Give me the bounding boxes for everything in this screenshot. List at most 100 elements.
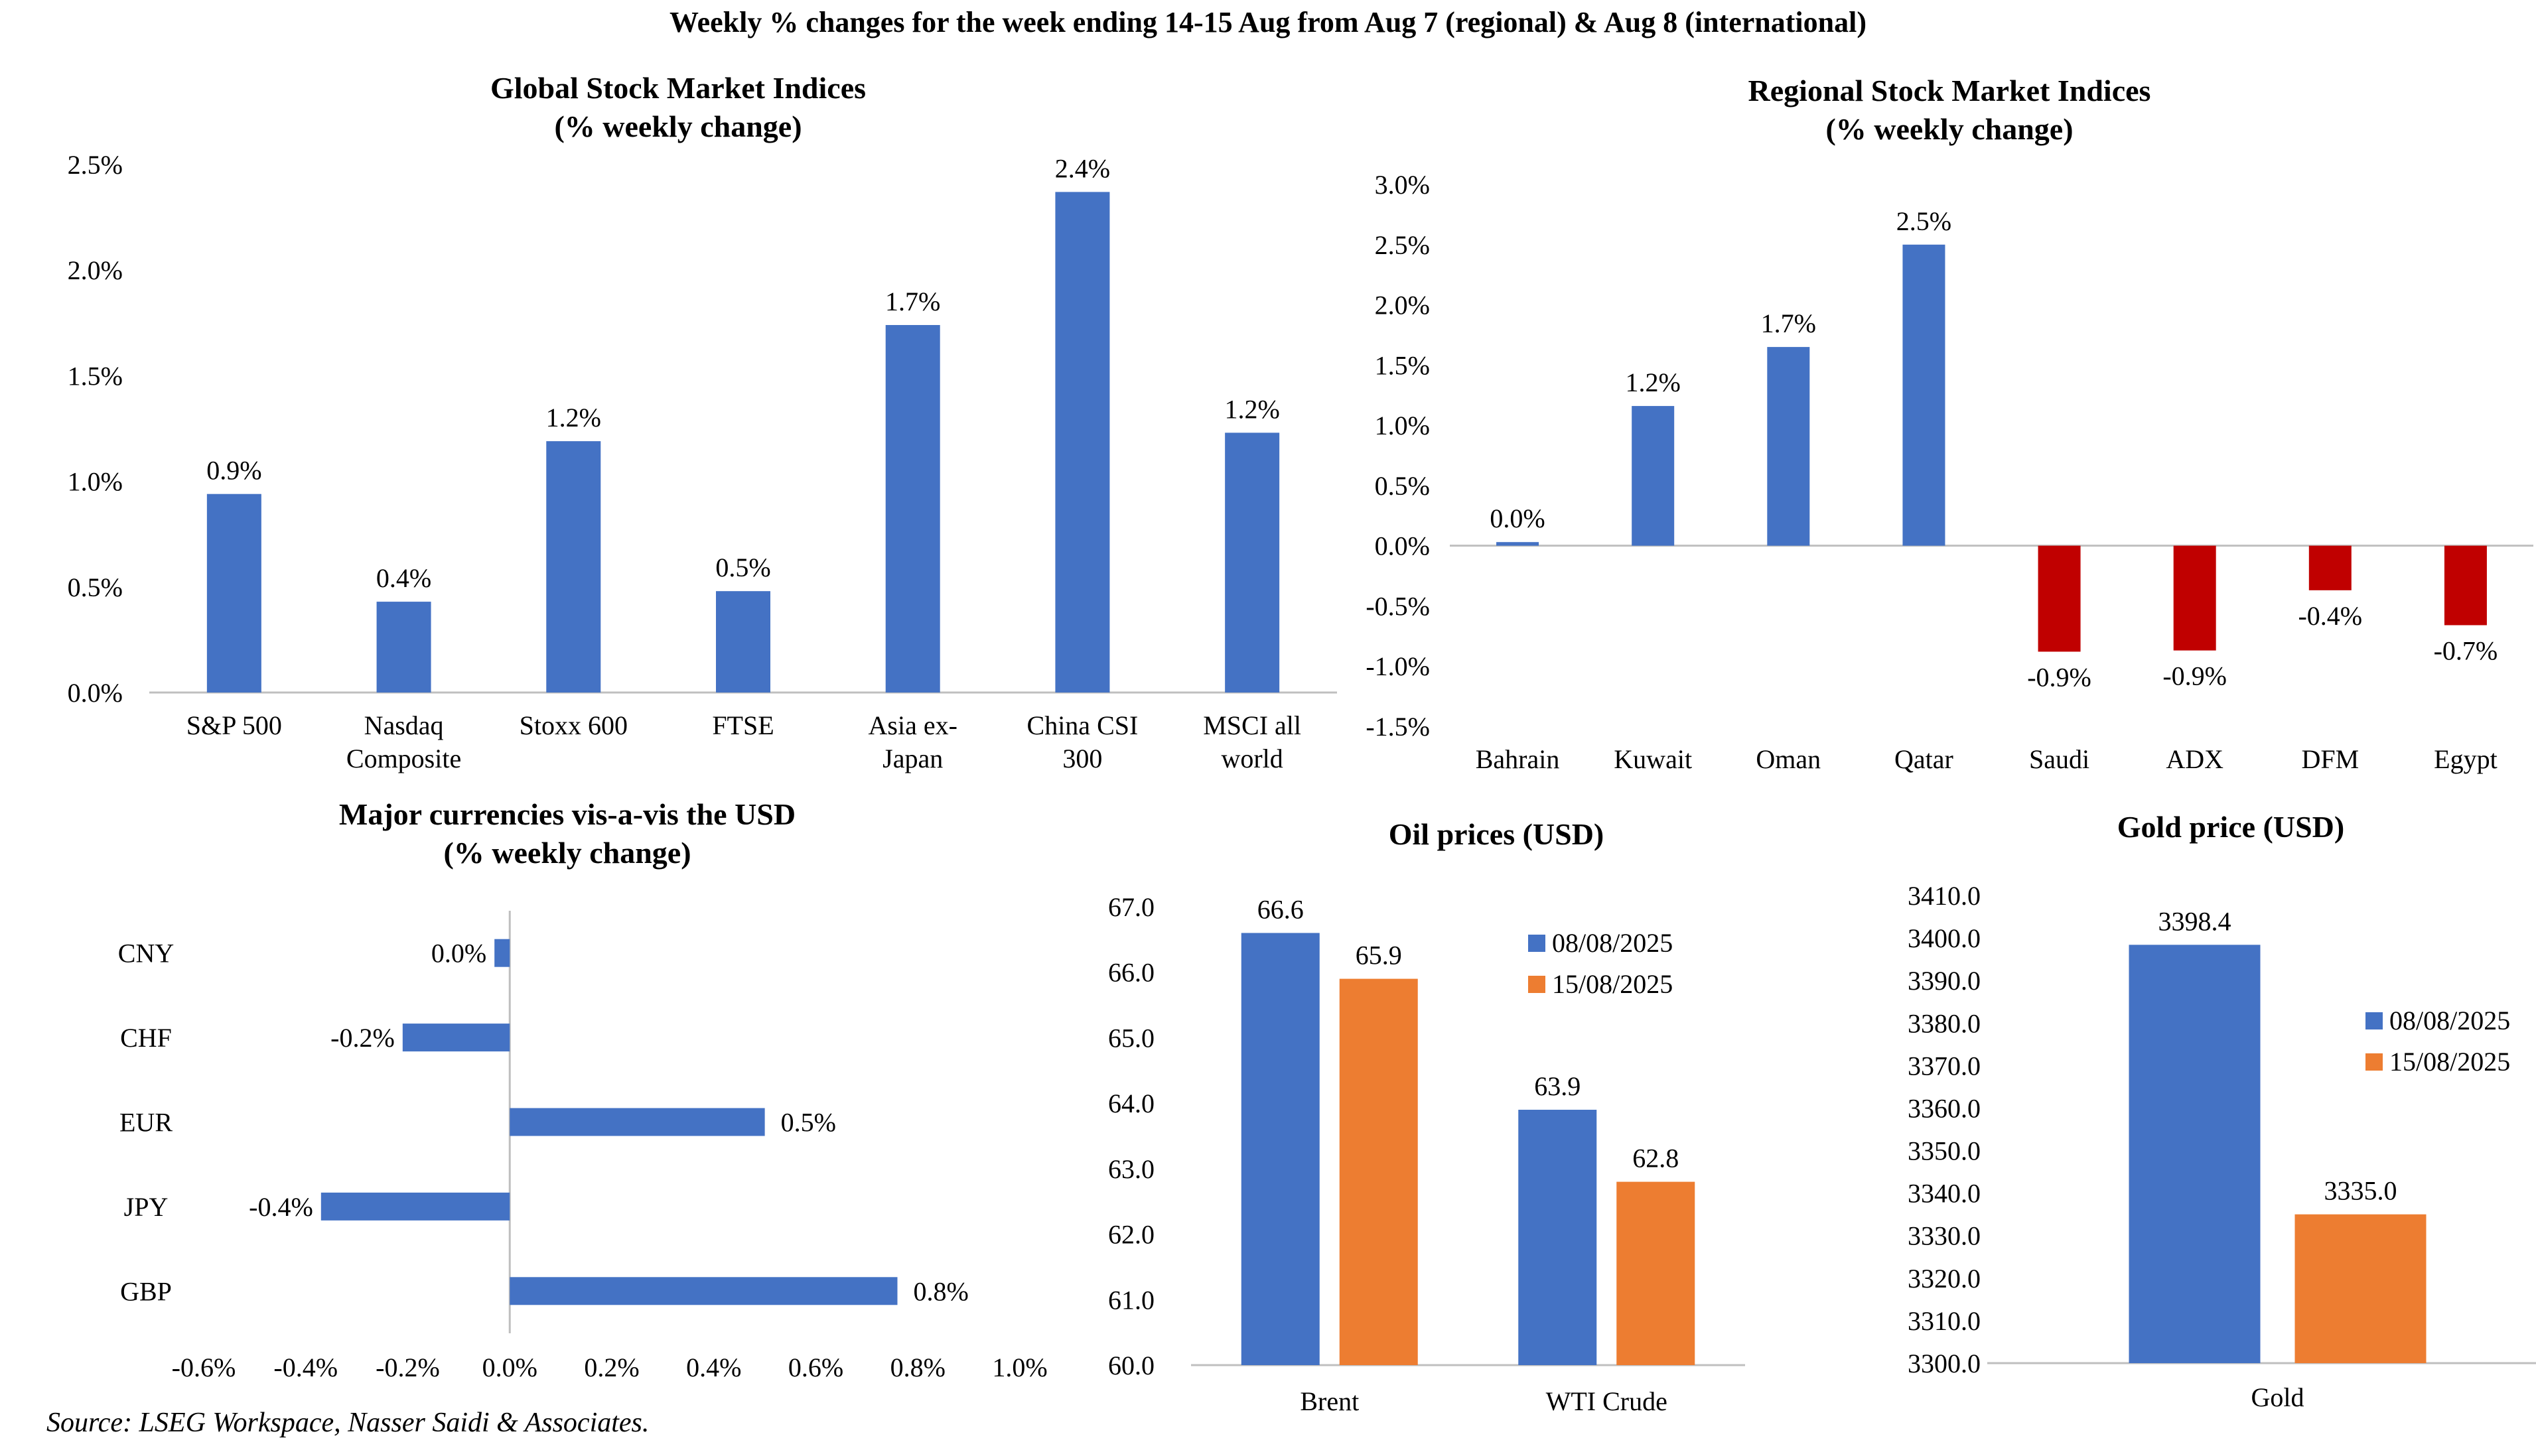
legend-swatch <box>2365 1053 2383 1071</box>
category-label: world <box>1221 744 1283 773</box>
category-label: Kuwait <box>1614 744 1692 774</box>
category-label: DFM <box>2301 744 2359 774</box>
x-tick-label: 1.0% <box>992 1353 1047 1382</box>
y-tick-label: -1.0% <box>1366 651 1430 681</box>
data-label: 1.2% <box>1224 394 1279 424</box>
category-label: MSCI all <box>1203 710 1301 740</box>
currencies-chart: Major currencies vis-a-vis the USD (% wee… <box>118 797 1048 1382</box>
data-label: -0.9% <box>2027 662 2091 692</box>
category-label: Asia ex- <box>869 710 957 740</box>
y-tick-label: 1.0% <box>68 467 123 497</box>
source-note: Source: LSEG Workspace, Nasser Saidi & A… <box>46 1408 649 1438</box>
data-label: 62.8 <box>1632 1144 1679 1173</box>
chart-title: Regional Stock Market Indices <box>1748 74 2151 107</box>
x-tick-label: 0.6% <box>788 1353 843 1382</box>
bar <box>885 324 940 693</box>
legend-swatch <box>1528 935 1545 952</box>
data-label: -0.7% <box>2434 635 2498 665</box>
category-label: S&P 500 <box>186 710 282 740</box>
legend-label: 08/08/2025 <box>2389 1006 2510 1035</box>
y-tick-label: 60.0 <box>1108 1351 1155 1380</box>
bar <box>1518 1110 1597 1365</box>
category-label: JPY <box>124 1192 169 1222</box>
regional-stock-indices-chart: Regional Stock Market Indices (% weekly c… <box>1366 74 2533 774</box>
bar <box>1616 1181 1695 1365</box>
y-tick-label: 63.0 <box>1108 1154 1155 1184</box>
y-tick-label: 3330.0 <box>1908 1221 1981 1251</box>
y-tick-label: -1.5% <box>1366 712 1430 742</box>
y-tick-label: 2.5% <box>1375 230 1430 260</box>
data-label: 0.0% <box>1490 503 1545 533</box>
y-tick-label: 62.0 <box>1108 1220 1155 1250</box>
y-tick-label: 1.0% <box>1375 411 1430 440</box>
x-tick-label: 0.2% <box>584 1353 639 1382</box>
data-label: 1.2% <box>546 403 601 432</box>
y-tick-label: 3340.0 <box>1908 1179 1981 1209</box>
y-tick-label: 3300.0 <box>1908 1349 1981 1378</box>
bar <box>402 1024 510 1052</box>
bar <box>376 602 431 693</box>
category-label: Japan <box>882 744 943 773</box>
chart-title: (% weekly change) <box>554 109 802 143</box>
legend-label: 08/08/2025 <box>1552 928 1673 958</box>
y-tick-label: 3390.0 <box>1908 966 1981 996</box>
gold-price-chart: Gold price (USD) 3300.0 3310.0 3320.0 3330.0… <box>1908 810 2536 1412</box>
y-tick-label: 3360.0 <box>1908 1093 1981 1123</box>
category-label: EUR <box>119 1108 173 1138</box>
category-label: Bahrain <box>1476 744 1560 774</box>
y-tick-label: 1.5% <box>68 361 123 391</box>
data-label: 66.6 <box>1257 894 1304 924</box>
bar <box>320 1192 510 1221</box>
x-tick-label: -0.6% <box>172 1353 236 1382</box>
bar <box>2038 545 2081 652</box>
category-label: Qatar <box>1894 744 1953 774</box>
data-label: 3335.0 <box>2324 1176 2397 1206</box>
legend-label: 15/08/2025 <box>1552 969 1673 999</box>
x-tick-label: -0.2% <box>376 1353 440 1382</box>
chart-title: Global Stock Market Indices <box>490 71 866 105</box>
category-label: Composite <box>346 744 461 773</box>
data-label: 0.5% <box>715 553 770 582</box>
y-tick-label: 65.0 <box>1108 1023 1155 1053</box>
y-tick-label: 0.5% <box>1375 471 1430 501</box>
y-tick-label: 2.0% <box>1375 291 1430 320</box>
category-label: FTSE <box>712 710 774 740</box>
category-label: ADX <box>2166 744 2223 774</box>
chart-title: Major currencies vis-a-vis the USD <box>339 797 796 831</box>
category-label: Stoxx 600 <box>520 710 628 740</box>
bar <box>2294 1214 2427 1363</box>
y-tick-label: 3410.0 <box>1908 881 1981 911</box>
data-label: -0.4% <box>2298 601 2362 631</box>
y-tick-label: 3310.0 <box>1908 1306 1981 1336</box>
category-label: Gold <box>2251 1382 2304 1412</box>
category-label: Brent <box>1300 1386 1359 1416</box>
y-tick-label: 64.0 <box>1108 1089 1155 1118</box>
category-label: 300 <box>1062 744 1102 773</box>
legend-swatch <box>1528 976 1545 993</box>
data-label: -0.9% <box>2162 661 2227 691</box>
bar <box>546 441 601 693</box>
y-tick-label: 3320.0 <box>1908 1264 1981 1293</box>
y-tick-label: 67.0 <box>1108 892 1155 922</box>
y-tick-label: 66.0 <box>1108 958 1155 988</box>
bar <box>1225 432 1280 693</box>
y-tick-label: 0.5% <box>68 572 123 602</box>
data-label: 1.7% <box>885 287 940 316</box>
chart-title: Gold price (USD) <box>2117 810 2344 844</box>
bar <box>1902 244 1945 546</box>
x-tick-label: 0.0% <box>482 1353 537 1382</box>
bar <box>510 1277 898 1305</box>
y-tick-label: 0.0% <box>1375 531 1430 561</box>
data-label: 0.0% <box>431 939 486 968</box>
data-label: 2.4% <box>1055 153 1110 183</box>
y-tick-label: 3380.0 <box>1908 1008 1981 1038</box>
y-tick-label: 1.5% <box>1375 350 1430 380</box>
bar <box>1339 978 1418 1365</box>
category-label: CHF <box>120 1023 172 1053</box>
y-tick-label: 3.0% <box>1375 170 1430 200</box>
y-tick-label: 0.0% <box>68 678 123 708</box>
y-tick-label: 3350.0 <box>1908 1136 1981 1166</box>
data-label: 0.4% <box>376 563 431 593</box>
y-tick-label: 3370.0 <box>1908 1051 1981 1081</box>
